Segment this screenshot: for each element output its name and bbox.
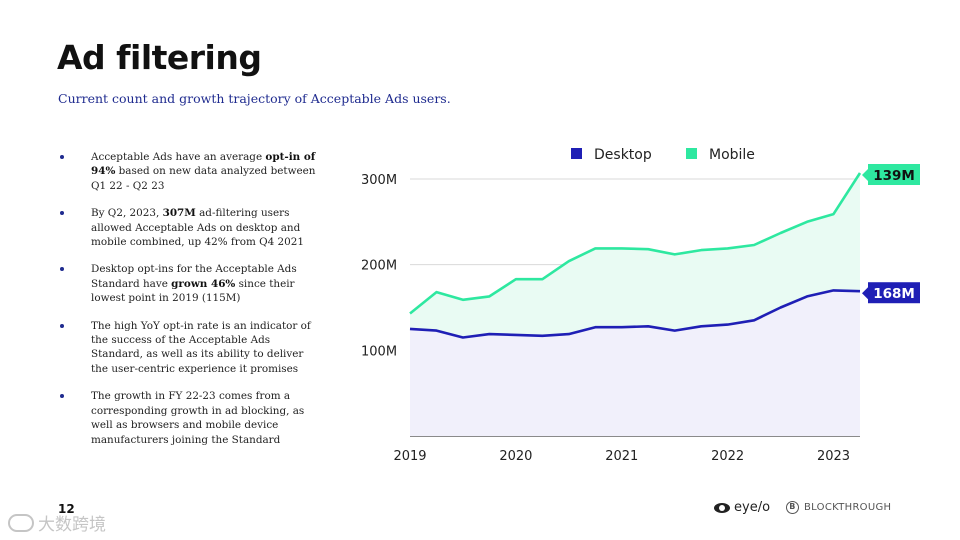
- bullet-item: Acceptable Ads have an average opt-in of…: [58, 150, 318, 193]
- y-tick-label: 300M: [361, 173, 397, 188]
- mobile-series-line: [409, 172, 862, 315]
- blockthrough-icon: B: [786, 501, 799, 514]
- watermark: 大数跨境: [8, 510, 106, 535]
- x-tick-label: 2021: [605, 449, 638, 464]
- line-chart: 100M 200M 300M 2019 2020 2021 2022 2023 139M 168M…: [361, 147, 920, 464]
- desktop-end-label-box: [868, 282, 920, 304]
- watermark-icon: [8, 513, 34, 532]
- bullet-text: since their lowest point in 2019 (115M): [91, 277, 295, 305]
- bullet-dot-icon: [60, 155, 64, 159]
- bullet-text-bold: grown 46%: [171, 277, 236, 290]
- bullet-text-bold: opt-in of 94%: [91, 151, 316, 178]
- y-tick-label: 200M: [361, 259, 397, 274]
- x-tick-label: 2019: [393, 449, 426, 464]
- bullet-text: Desktop opt-ins for the Acceptable Ads S…: [91, 263, 297, 290]
- bullet-dot-icon: [60, 394, 64, 399]
- bullet-item: The high YoY opt-in rate is an indicator…: [58, 319, 318, 377]
- eyeo-logo: eye/o: [714, 500, 770, 515]
- bullet-item: Desktop opt-ins for the Acceptable Ads S…: [58, 262, 318, 305]
- x-tick-label: 2022: [711, 449, 744, 464]
- legend-desktop-swatch: [571, 148, 582, 159]
- page-number: 12: [58, 502, 75, 516]
- watermark-text: 大数跨境: [38, 515, 106, 535]
- eyeo-logo-text: eye/o: [734, 500, 771, 515]
- legend-mobile-swatch: [686, 148, 697, 159]
- legend-desktop-label: Desktop: [594, 147, 652, 163]
- desktop-end-label: 168M: [873, 286, 915, 302]
- eye-icon: [714, 502, 730, 513]
- y-tick-label: 100M: [361, 344, 397, 359]
- blockthrough-logo: B BLOCKTHROUGH: [786, 501, 891, 514]
- bullet-dot-icon: [60, 323, 64, 328]
- desktop-end-label-arrow: [862, 287, 868, 300]
- bullet-dot-icon: [60, 211, 64, 216]
- page-subtitle: Current count and growth trajectory of A…: [58, 91, 451, 106]
- x-tick-label: 2020: [499, 449, 532, 464]
- bullet-text: By Q2, 2023,: [91, 207, 163, 220]
- x-tick-label: 2023: [817, 449, 850, 464]
- bullet-text: Acceptable Ads have an average: [91, 151, 266, 163]
- bullet-text-bold: 307M: [162, 207, 196, 220]
- mobile-end-label-arrow: [862, 169, 868, 182]
- bullet-text: The high YoY opt-in rate is an indicator…: [91, 319, 311, 375]
- bullet-dot-icon: [60, 267, 64, 272]
- bullet-text: based on new data analyzed between Q1 22…: [91, 165, 316, 192]
- bullet-text: ad-filtering users allowed Acceptable Ad…: [91, 207, 305, 249]
- desktop-area: [410, 290, 860, 436]
- bullet-item: The growth in FY 22-23 comes from a corr…: [58, 389, 318, 447]
- mobile-area: [410, 173, 860, 338]
- bullet-text: The growth in FY 22-23 comes from a corr…: [91, 390, 305, 446]
- desktop-series-line: [409, 289, 861, 339]
- blockthrough-logo-text: BLOCKTHROUGH: [804, 502, 892, 513]
- bullet-item: By Q2, 2023, 307M ad-filtering users all…: [58, 206, 318, 249]
- legend-mobile-label: Mobile: [709, 147, 755, 163]
- mobile-end-label-box: [868, 164, 920, 186]
- bullet-list: Acceptable Ads have an average opt-in of…: [58, 150, 318, 460]
- page-title: Ad filtering: [57, 38, 262, 77]
- mobile-end-label: 139M: [873, 168, 915, 184]
